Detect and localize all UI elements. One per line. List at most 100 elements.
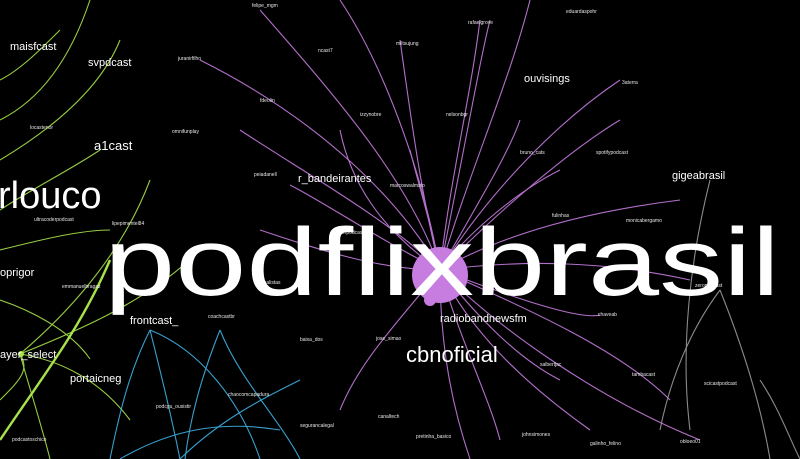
edge	[439, 119, 521, 271]
edge	[0, 29, 61, 81]
label-podcgu-ousistir: podcgu_ousistir	[156, 404, 191, 410]
edge	[439, 79, 621, 271]
label-locastenor: locastenor	[30, 125, 53, 131]
label-ultracoderpodcast: ultracoderpodcast	[34, 217, 74, 223]
label-eduardaspohr: eduardaspohr	[566, 9, 597, 15]
purple-cluster-edges	[199, 0, 701, 459]
edge	[659, 289, 721, 431]
edge	[439, 199, 681, 271]
hub-node-podflixbrasil[interactable]	[412, 247, 468, 303]
label-marcoswalmsto: marcoswalmsto	[390, 183, 425, 189]
label-chaocomcapadura: chaocomcapadura	[228, 392, 269, 398]
edge	[719, 289, 771, 459]
edge	[339, 129, 441, 271]
label-obloeo01: obloeo01	[680, 439, 701, 445]
label-felipe-mgm: felipe_mgm	[252, 3, 278, 9]
label-spotifypodcast: spotifypodcast	[596, 150, 629, 156]
label-pretinha-basico: pretinha_basico	[416, 434, 452, 440]
edge	[239, 129, 441, 271]
label-joerpodcast: joerpodcast	[337, 230, 364, 236]
label-maisfcast: maisfcast	[10, 41, 56, 53]
green-cluster-edges	[0, 0, 201, 459]
edge	[439, 269, 701, 441]
edge	[0, 229, 111, 251]
edge	[0, 299, 91, 360]
label-coachcastbr: coachcastbr	[208, 314, 235, 320]
label-omnifunplay: omnifunplay	[172, 129, 199, 135]
label-monicabergamo: monicabergamo	[626, 218, 662, 224]
label-emmanuelbragaz: emmanuelbragaz	[62, 284, 101, 290]
edge	[439, 262, 691, 281]
edge	[219, 329, 301, 459]
label-salbertjac: salbertjac	[540, 362, 562, 368]
label-podcastoschico: podcastoschico	[12, 437, 47, 443]
edge	[439, 269, 671, 401]
edge	[19, 249, 201, 355]
label-zeropodcast: zeropodcast	[695, 283, 723, 289]
edge	[149, 329, 181, 459]
edge	[19, 179, 151, 355]
label-galinho-felino: galinho_felino	[590, 441, 621, 447]
edge	[184, 329, 221, 459]
label-cbnoficial: cbnoficial	[406, 342, 498, 367]
label-izzynobre: izzynobre	[360, 112, 382, 118]
label-radiobandnewsfm: radiobandnewsfm	[440, 313, 527, 325]
label-podflixbrasil: podflixbrasil	[104, 209, 780, 316]
edge	[109, 329, 151, 459]
edge	[339, 0, 441, 271]
label-gigeabrasil: gigeabrasil	[672, 170, 725, 182]
label-rlouco: rlouco	[0, 175, 102, 217]
node-ayer-select[interactable]	[18, 351, 24, 357]
label-miltsujung: miltsujung	[396, 41, 419, 47]
edge	[439, 19, 491, 271]
label-portaicneg: portaicneg	[70, 373, 121, 385]
edge	[439, 0, 531, 271]
label-fdeolin: fdeolin	[260, 98, 275, 104]
label-a1cast: a1cast	[94, 138, 133, 153]
label-ncast7: ncast7	[318, 48, 333, 54]
edge	[759, 379, 800, 459]
label-jornalistas: jornalistas	[257, 280, 281, 286]
edge	[439, 269, 601, 317]
node-cbnoficial[interactable]	[424, 294, 436, 306]
edge	[119, 425, 281, 459]
edge	[199, 59, 441, 271]
label-nelsonbgr: nelsonbgr	[446, 112, 468, 118]
edge	[439, 19, 481, 271]
gray-cluster-edges	[659, 179, 800, 459]
label-ouvisings: ouvisings	[524, 73, 570, 85]
label-svpdcast: svpdcast	[88, 57, 131, 69]
blue-cluster-edges	[109, 329, 301, 459]
label-canaltech: canaltech	[378, 414, 400, 420]
edge	[19, 353, 51, 459]
edge	[0, 353, 25, 401]
label-oprigor: oprigor	[0, 267, 35, 279]
edge	[149, 329, 261, 459]
label-peiadanell: peiadanell	[254, 172, 277, 178]
label-jose-simao: jose_simao	[375, 336, 402, 342]
label-frontcast: frontcast_	[130, 315, 179, 327]
label-juranirfilho: juranirfilho	[177, 56, 201, 62]
label-r-bandeirantes: r_bandeirantes	[298, 173, 372, 185]
node-labels: felipe_mgm rafaelgrove eduardaspohr jura…	[0, 3, 780, 447]
label-baixa-dos: baixa_dos	[300, 337, 323, 343]
label-lipepimentel84: lipepimentel84	[112, 221, 144, 227]
edge	[439, 119, 621, 271]
label-bruno-cats: bruno_cats	[520, 150, 545, 156]
label-3aterra: 3aterra	[622, 80, 638, 86]
edge	[179, 379, 301, 459]
edge	[0, 39, 121, 161]
label-rafaelgrove: rafaelgrove	[468, 20, 493, 26]
edge	[19, 353, 131, 421]
label-scicastpodcast: scicastpodcast	[704, 381, 737, 387]
label-johnsimones: johnsimones	[521, 432, 551, 438]
label-fulinhas: fulinhas	[552, 213, 570, 219]
edge	[685, 179, 711, 431]
label-tambacast: tambacast	[632, 372, 656, 378]
green-thick-edge	[0, 259, 112, 441]
edge	[0, 0, 91, 121]
edge	[0, 149, 101, 211]
label-ayer-select: ayer_select	[0, 349, 56, 361]
